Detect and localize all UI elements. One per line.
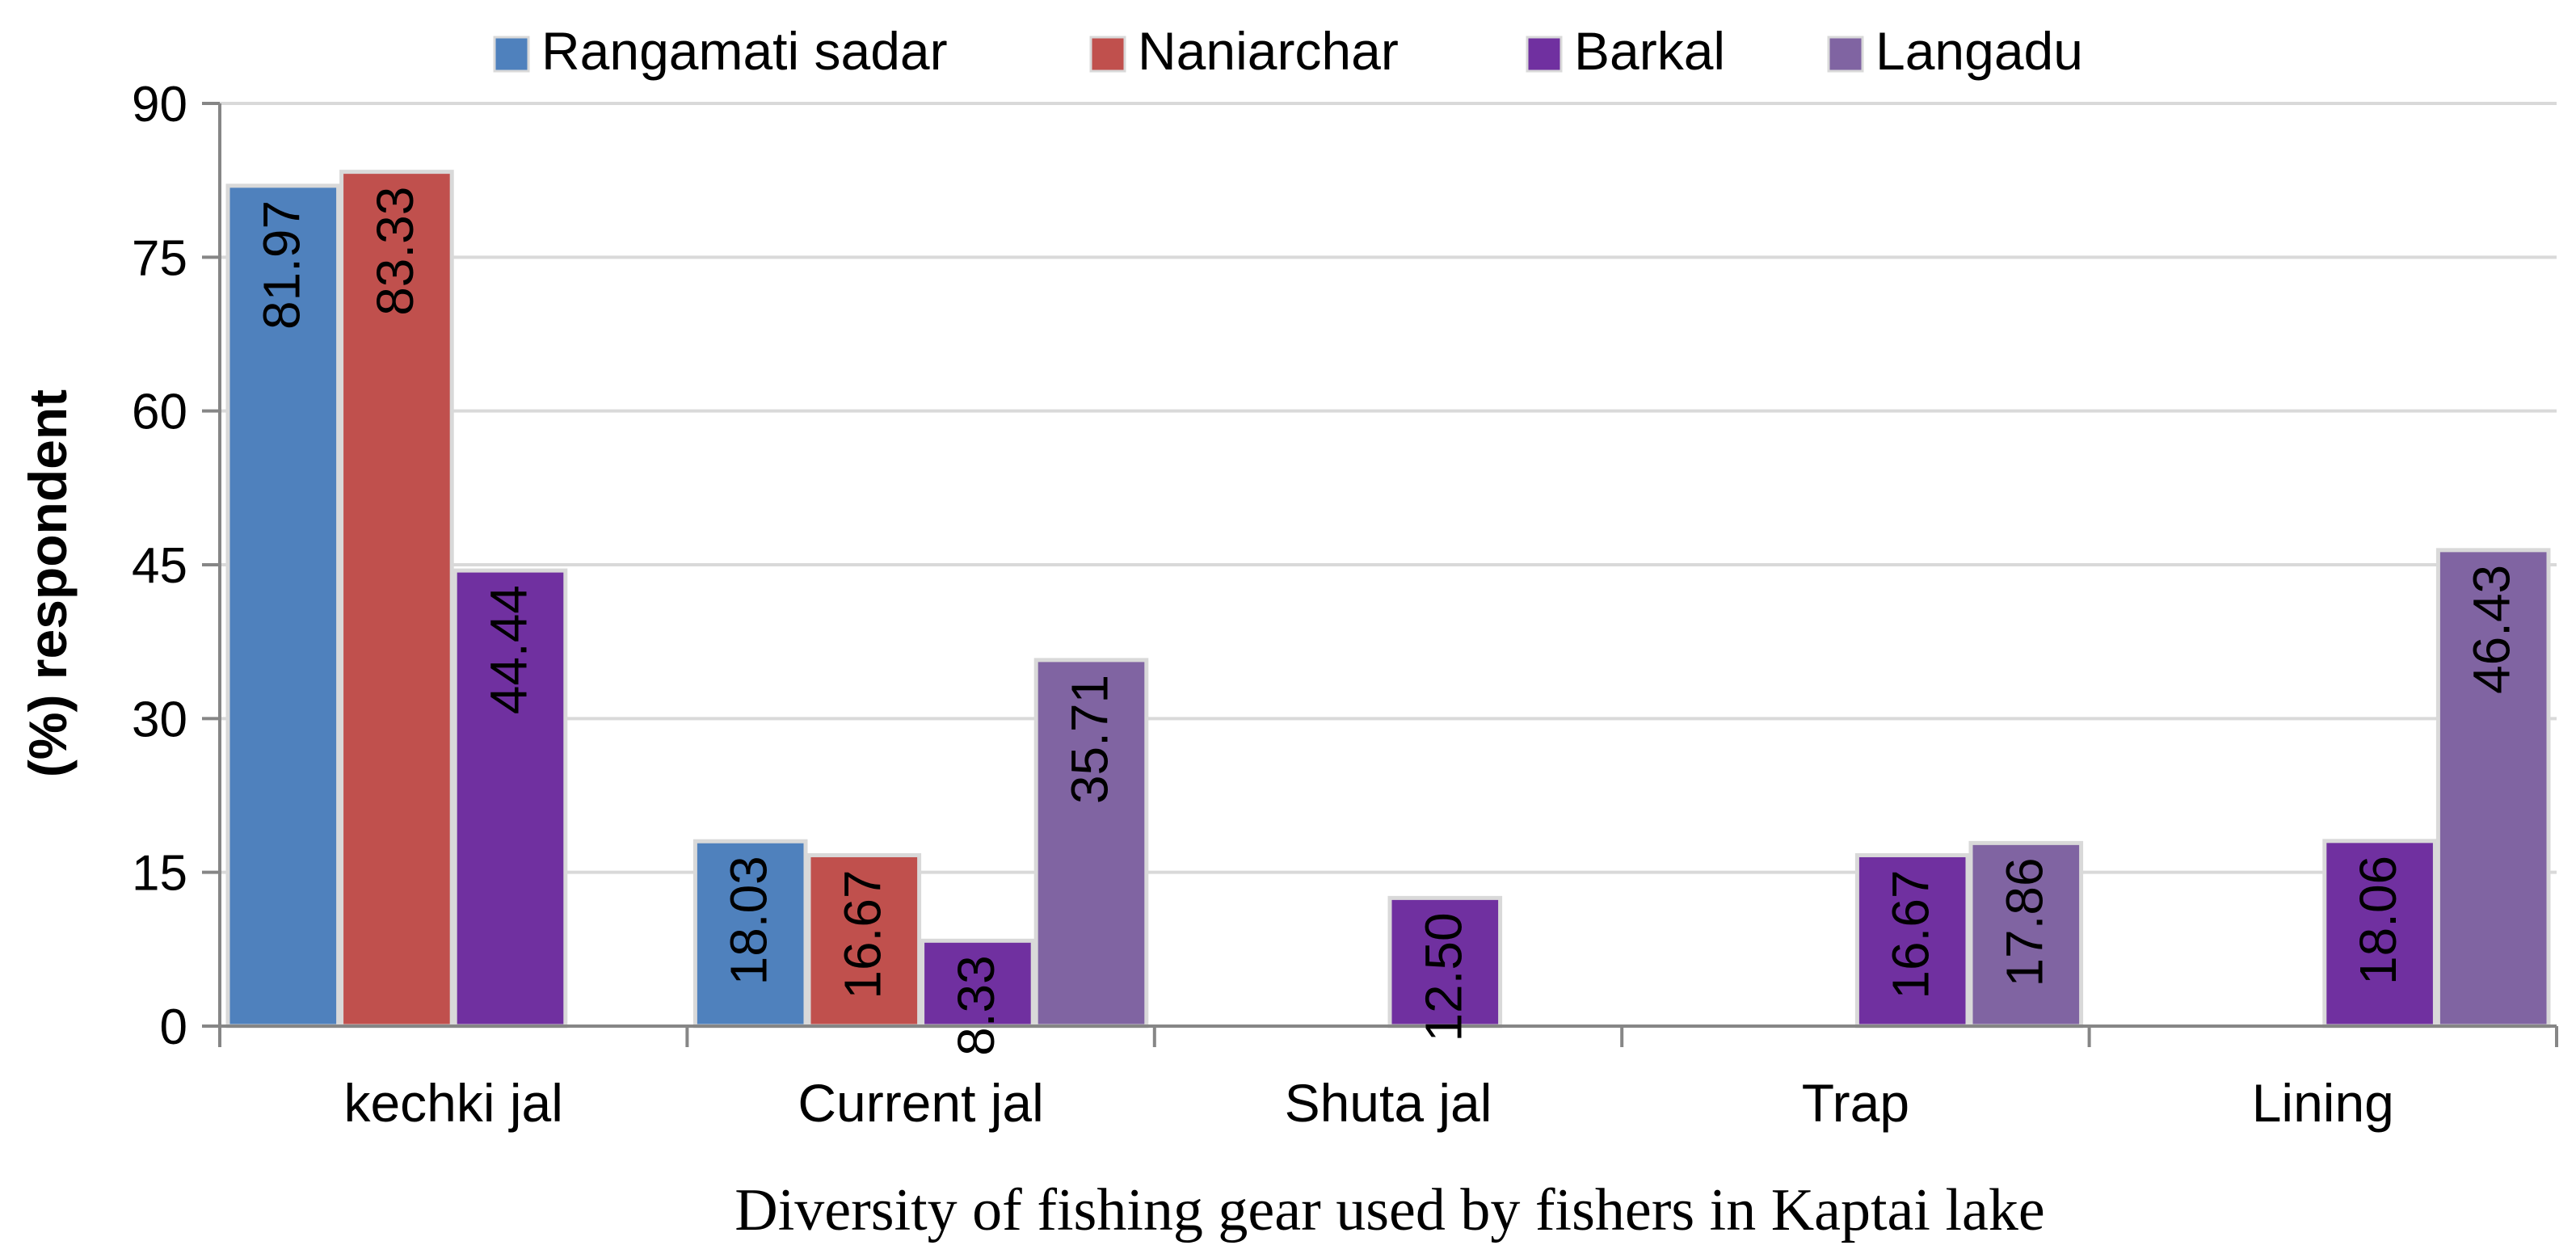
y-tick-label: 30 — [132, 692, 187, 747]
legend-swatch — [1089, 36, 1126, 73]
y-tick-label: 60 — [132, 385, 187, 440]
legend-label: Barkal — [1574, 21, 1725, 81]
data-label: 17.86 — [1995, 857, 2053, 987]
bar — [1387, 895, 1503, 1029]
legend-swatch — [1526, 36, 1563, 73]
x-axis-title: Diversity of fishing gear used by fisher… — [734, 1177, 2044, 1243]
x-tick-label: Lining — [2252, 1073, 2394, 1133]
y-axis-title: (%) respondent — [18, 389, 78, 777]
data-label: 16.67 — [833, 869, 891, 999]
x-tick-label: Trap — [1802, 1073, 1909, 1133]
bar — [339, 170, 454, 1029]
legend-label: Rangamati sadar — [541, 21, 948, 81]
legend-swatch — [493, 36, 530, 73]
y-tick-label: 45 — [132, 538, 187, 594]
data-label: 83.33 — [366, 187, 424, 316]
bar — [452, 568, 568, 1029]
bar — [1854, 852, 1970, 1029]
bar — [692, 839, 808, 1029]
data-label: 18.03 — [720, 856, 778, 985]
y-tick-label: 0 — [160, 999, 187, 1055]
y-tick-label: 75 — [132, 230, 187, 286]
axes: 0 15 30 45 60 75 90 kechki jal Current jal Shuta … — [132, 77, 2558, 1133]
data-label: 46.43 — [2463, 565, 2521, 694]
y-tick-label: 15 — [132, 846, 187, 902]
bar — [2435, 548, 2551, 1029]
data-label: 12.50 — [1414, 912, 1472, 1041]
bars — [225, 170, 2551, 1029]
y-tick-label: 90 — [132, 77, 187, 133]
data-label: 81.97 — [252, 200, 310, 330]
data-label: 18.06 — [2349, 856, 2407, 985]
legend-label: Langadu — [1875, 21, 2083, 81]
gridlines — [220, 102, 2557, 874]
x-tick-label: Shuta jal — [1285, 1073, 1492, 1133]
x-tick-label: kechki jal — [343, 1073, 562, 1133]
data-label: 8.33 — [947, 955, 1005, 1056]
data-label: 44.44 — [480, 585, 538, 714]
data-labels: 81.97 18.03 83.33 16.67 44.44 8.33 12.50 16.67 1… — [252, 187, 2520, 1056]
data-label: 16.67 — [1882, 869, 1940, 999]
data-label: 35.71 — [1061, 675, 1119, 804]
legend: Rangamati sadar Naniarchar Barkal Langadu — [493, 21, 2083, 81]
bar — [920, 938, 1035, 1029]
bar — [1033, 658, 1149, 1029]
legend-swatch — [1827, 36, 1864, 73]
x-tick-label: Current jal — [798, 1073, 1043, 1133]
legend-label: Naniarchar — [1138, 21, 1399, 81]
